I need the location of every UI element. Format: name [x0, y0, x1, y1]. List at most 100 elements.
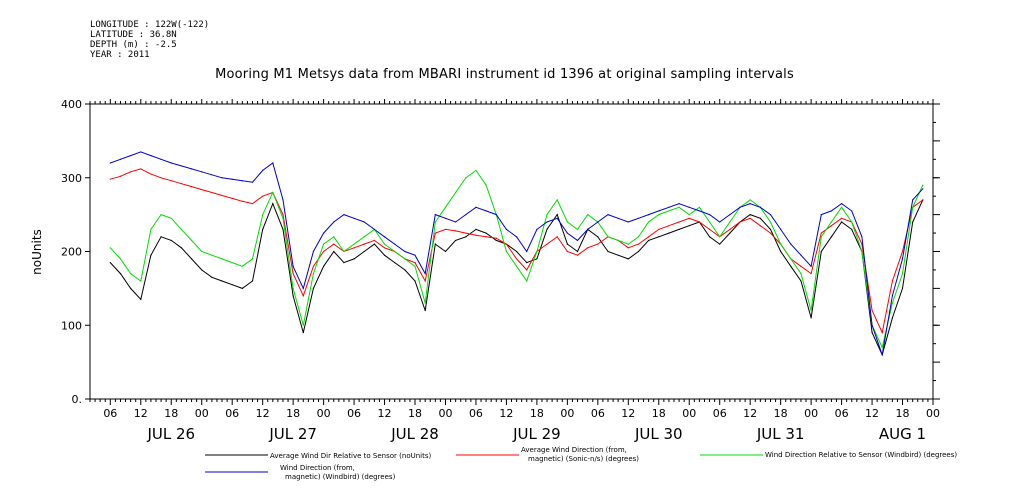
series-2-point [627, 247, 629, 249]
series-4-point [272, 162, 274, 164]
series-4-point [769, 214, 772, 216]
series-2-point [840, 217, 843, 219]
series-3-point [617, 239, 619, 242]
y-tick-label: 100 [61, 319, 82, 332]
series-4-point [515, 236, 518, 238]
series-3-point [708, 221, 711, 223]
series-3-point [668, 210, 670, 212]
series-1-point [871, 332, 873, 334]
series-4-point [180, 165, 183, 167]
series-1-point [719, 243, 721, 245]
series-3-point [749, 199, 751, 201]
series-2-point [180, 183, 183, 185]
legend-label-s2-line1: Average Wind Direction (from, [521, 446, 627, 454]
series-3-point [424, 302, 426, 304]
series-1-point [790, 265, 792, 267]
series-1-point [536, 258, 538, 260]
series-2-point [353, 247, 355, 249]
series-3-point [556, 199, 558, 201]
series-3-point [262, 214, 264, 216]
x-day-label: JUL 28 [390, 425, 439, 443]
series-4-point [668, 206, 670, 208]
series-4-point [323, 232, 325, 234]
series-4-point [312, 250, 315, 253]
series-4-point [424, 273, 426, 275]
series-4-point [800, 254, 802, 256]
x-day-label: JUL 27 [268, 425, 317, 443]
x-day-label: JUL 29 [512, 425, 561, 443]
series-4-point [251, 181, 254, 183]
series-4-point [130, 155, 132, 157]
series-3-point [465, 177, 467, 179]
series-1-point [180, 247, 183, 249]
series-3-point [109, 247, 111, 249]
series-3-point [414, 265, 416, 267]
series-4-point [434, 214, 436, 216]
series-2-point [221, 194, 223, 197]
series-3-point [607, 236, 609, 238]
series-1-point [780, 250, 782, 253]
series-4-point [394, 243, 396, 245]
series-4-point [343, 214, 345, 216]
series-4-point [455, 221, 457, 223]
series-2-point [109, 178, 111, 180]
series-2-point [231, 197, 233, 199]
series-3-point [383, 243, 386, 245]
series-4-point [901, 258, 904, 260]
series-2-point [708, 228, 711, 230]
series-1-point [566, 243, 568, 245]
series-1-point [130, 287, 132, 289]
series-2-point [150, 173, 152, 175]
series-2-point [769, 232, 772, 234]
series-1-point [231, 284, 233, 286]
series-1-point [515, 250, 518, 253]
series-1-point [627, 258, 629, 260]
series-1-point [404, 269, 406, 271]
series-4-point [109, 162, 111, 164]
series-2-point [119, 175, 122, 177]
series-2-point [759, 225, 761, 227]
series-1-point [759, 217, 761, 219]
series-3-point [343, 250, 345, 253]
series-1-point [140, 298, 142, 301]
x-day-label: JUL 30 [634, 425, 683, 443]
series-4-point [576, 239, 579, 242]
series-2-point [282, 214, 284, 216]
series-3-point [505, 250, 508, 253]
series-4-point [648, 214, 650, 216]
series-4-point [292, 265, 294, 267]
series-4-point [851, 210, 853, 212]
series-4-point [922, 188, 924, 190]
series-2-point [678, 221, 680, 223]
series-2-point [333, 243, 335, 245]
series-2-point [363, 243, 365, 245]
x-hour-label: 18 [896, 407, 910, 420]
series-2-point [292, 273, 294, 275]
meta-depth: DEPTH (m) : -2.5 [90, 40, 177, 50]
series-2-point [698, 221, 700, 223]
series-1-point [729, 232, 731, 234]
x-hour-label: 00 [195, 407, 209, 420]
series-3-point [851, 221, 853, 223]
series-2-point [546, 243, 548, 245]
series-3-point [455, 191, 457, 194]
series-2-point [373, 239, 375, 242]
series-2-point [861, 243, 863, 245]
series-2-point [323, 250, 325, 253]
series-3-point [840, 206, 843, 208]
series-1-point [830, 236, 833, 238]
series-4-point [495, 214, 497, 216]
series-2-point [820, 232, 822, 234]
series-4-point [444, 217, 447, 219]
series-2-point [475, 234, 477, 236]
series-1-point [282, 228, 284, 230]
series-1-point [688, 225, 690, 227]
series-3-point [729, 221, 731, 223]
x-hour-label: 06 [713, 407, 727, 420]
series-4-point [627, 221, 629, 223]
metadata-block: LONGITUDE : 122W(-122) LATITUDE : 36.8N … [90, 20, 209, 60]
y-tick-label: 0. [72, 393, 83, 406]
series-1-point [617, 254, 619, 256]
x-hour-label: 06 [835, 407, 849, 420]
legend-label-s2-line2: magnetic) (Sonic-n/s) (degrees) [528, 455, 639, 463]
